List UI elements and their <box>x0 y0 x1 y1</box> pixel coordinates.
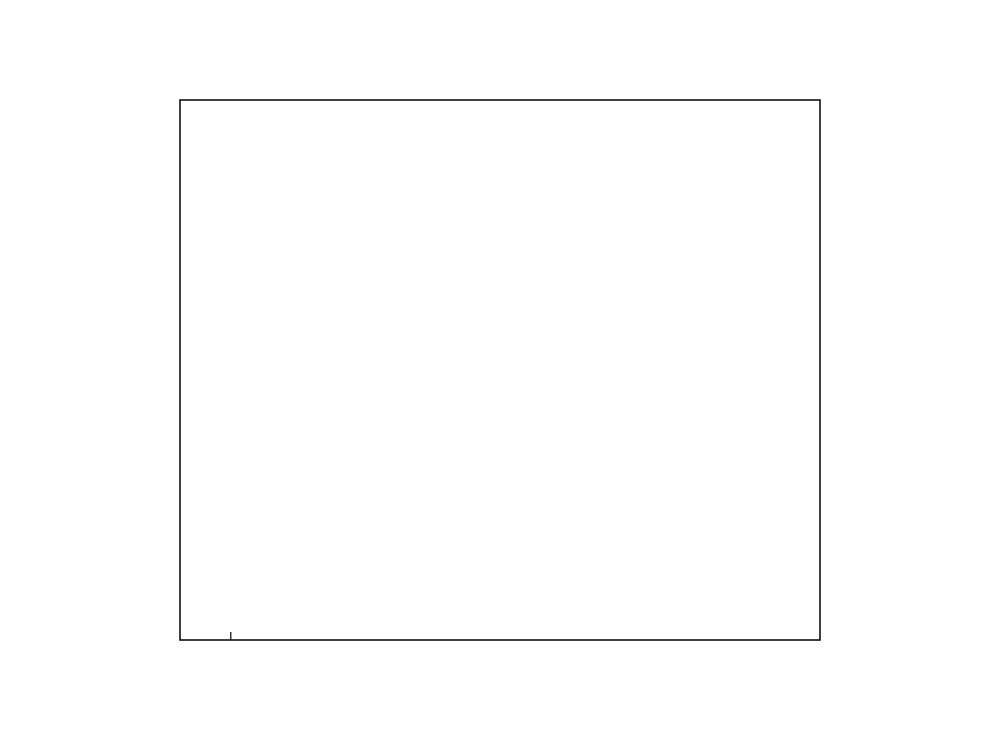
chart-background <box>0 0 981 742</box>
arrhenius-plot <box>0 0 981 742</box>
